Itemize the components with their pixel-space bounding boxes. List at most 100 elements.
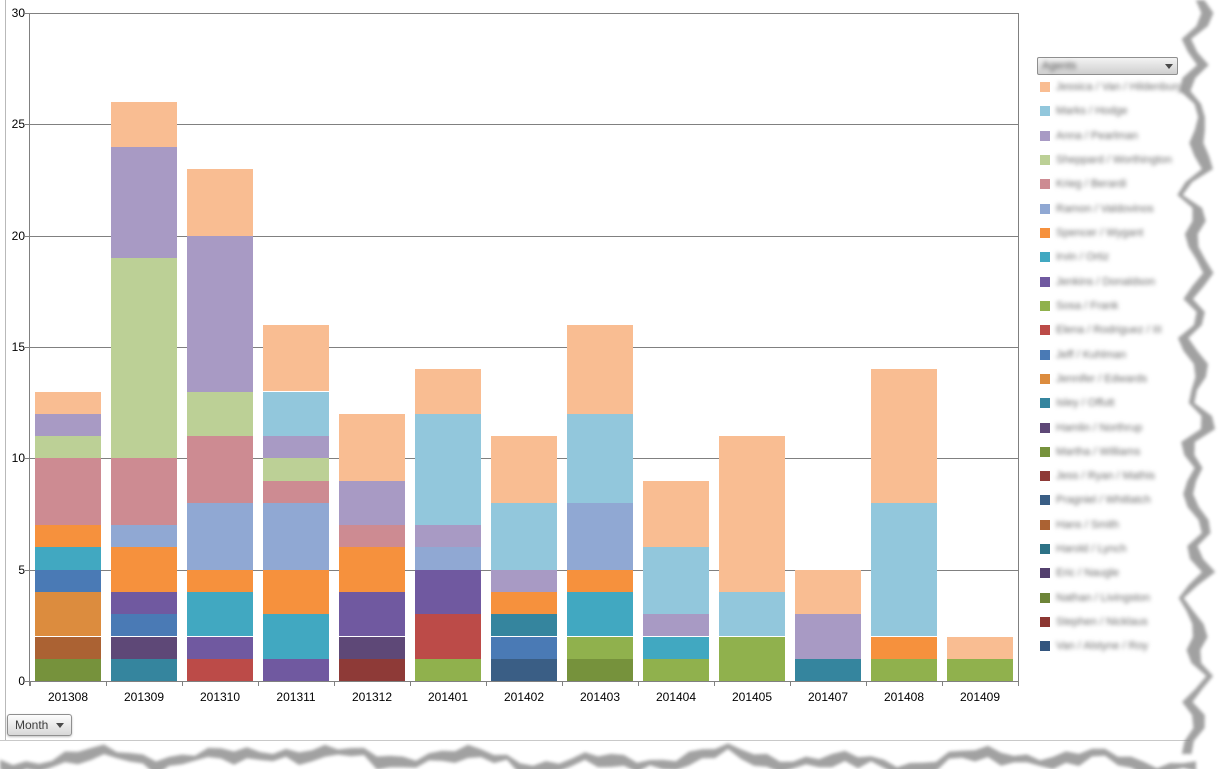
legend-item[interactable]: Anna / Pearlman [1040,130,1138,142]
bar-segment-green[interactable] [415,658,481,681]
legend-item[interactable]: Nathan / Livingston [1040,592,1150,604]
bar-segment-orange[interactable] [263,569,329,615]
bar-segment-salmon[interactable] [35,458,101,526]
bar-segment-dkorange[interactable] [35,591,101,637]
bar-segment-teal[interactable] [35,547,101,570]
bar-segment-red[interactable] [187,658,253,681]
legend-item[interactable]: Stephen / Nicklaus [1040,616,1148,628]
bar-segment-orange[interactable] [111,547,177,592]
bar-segment-ltcyan[interactable] [263,391,329,436]
bar-segment-lavender[interactable] [111,146,177,258]
bar-segment-dkblue[interactable] [491,658,557,681]
bar-segment-salmon[interactable] [111,458,177,526]
legend-item[interactable]: Sosa / Frank [1040,300,1118,312]
bar-segment-peach[interactable] [35,391,101,414]
bar-segment-lavender[interactable] [35,413,101,437]
bar-segment-peach[interactable] [339,413,405,481]
bar-segment-orange[interactable] [187,569,253,592]
month-dropdown-button[interactable]: Month [7,714,73,736]
bar-segment-lavender[interactable] [263,436,329,459]
legend-item[interactable]: Irvin / Ortiz [1040,251,1109,263]
legend-item[interactable]: Ramon / Valdovinos [1040,203,1154,215]
bar-segment-dkpurple[interactable] [111,636,177,659]
legend-item[interactable]: Elena / Rodriguez / III [1040,324,1162,336]
bar-segment-periwinkle[interactable] [111,525,177,548]
bar-segment-purple[interactable] [415,569,481,615]
bar-segment-ltcyan[interactable] [871,502,937,637]
legend-item[interactable]: Jennifer / Edwards [1040,373,1147,385]
bar-segment-olive[interactable] [567,658,633,681]
bar-segment-teal[interactable] [263,614,329,659]
bar-segment-green[interactable] [719,636,785,681]
legend-item[interactable]: Marks / Hodge [1040,105,1128,117]
bar-segment-dkred[interactable] [339,658,405,681]
bar-segment-orange[interactable] [35,525,101,548]
bar-segment-ltcyan[interactable] [491,502,557,570]
bar-segment-periwinkle[interactable] [263,502,329,570]
bar-segment-orange[interactable] [567,569,633,592]
bar-segment-salmon[interactable] [187,436,253,503]
bar-segment-red[interactable] [415,614,481,659]
bar-segment-green[interactable] [567,636,633,659]
bar-segment-ltcyan[interactable] [643,547,709,615]
bar-segment-green[interactable] [643,658,709,681]
legend-item[interactable]: Jess / Ryan / Mathis [1040,470,1155,482]
bar-segment-ltcyan[interactable] [567,413,633,503]
legend-item[interactable]: Spencer / Wygant [1040,227,1143,239]
legend-item[interactable]: Van / Alstyne / Roy [1040,640,1148,652]
bar-segment-lavender[interactable] [795,614,861,659]
legend-item[interactable]: Hans / Smith [1040,519,1119,531]
bar-segment-ltgreen[interactable] [111,257,177,459]
bar-segment-orange[interactable] [491,591,557,615]
bar-segment-ltgreen[interactable] [35,436,101,459]
bar-segment-peach[interactable] [567,324,633,414]
bar-segment-periwinkle[interactable] [567,502,633,570]
bar-segment-lavender[interactable] [491,569,557,592]
bar-segment-teal[interactable] [567,591,633,637]
bar-segment-blue[interactable] [35,569,101,592]
bar-segment-peach[interactable] [491,436,557,503]
bar-segment-teal[interactable] [643,636,709,659]
bar-segment-blue[interactable] [491,636,557,659]
bar-segment-green[interactable] [871,658,937,681]
legend-item[interactable]: Jeff / Kuhlman [1040,349,1126,361]
bar-segment-teal[interactable] [187,591,253,637]
bar-segment-olive[interactable] [35,658,101,681]
bar-segment-ltgreen[interactable] [187,391,253,436]
bar-segment-ltcyan[interactable] [719,591,785,637]
bar-segment-peach[interactable] [415,369,481,414]
legend-item[interactable]: Sheppard / Worthington [1040,154,1172,166]
bar-segment-lavender[interactable] [339,480,405,526]
legend-item[interactable]: Isley / Offutt [1040,397,1115,409]
legend-item[interactable]: Eric / Naugle [1040,567,1119,579]
bar-segment-peach[interactable] [643,480,709,548]
bar-segment-salmon[interactable] [339,525,405,548]
bar-segment-peach[interactable] [111,102,177,147]
legend-item[interactable]: Martha / Williams [1040,446,1140,458]
bar-segment-dkteal[interactable] [795,658,861,681]
bar-segment-ltgreen[interactable] [263,458,329,481]
bar-segment-green[interactable] [947,658,1013,681]
legend-item[interactable]: Jenkins / Donaldson [1040,276,1155,288]
bar-segment-peach[interactable] [719,436,785,592]
bar-segment-lavender[interactable] [415,525,481,548]
legend-item[interactable]: Krieg / Berardi [1040,178,1126,190]
bar-segment-orange[interactable] [339,547,405,592]
bar-segment-peach[interactable] [263,324,329,392]
bar-segment-peach[interactable] [871,369,937,503]
legend-item[interactable]: Hamlin / Northrup [1040,422,1142,434]
bar-segment-lavender[interactable] [643,614,709,637]
bar-segment-salmon[interactable] [263,480,329,503]
bar-segment-dkteal[interactable] [491,614,557,637]
bar-segment-dkteal[interactable] [111,658,177,681]
bar-segment-peach[interactable] [947,636,1013,659]
legend-item[interactable]: Harold / Lynch [1040,543,1127,555]
bar-segment-lavender[interactable] [187,235,253,392]
bar-segment-orange[interactable] [871,636,937,659]
bar-segment-purple[interactable] [263,658,329,681]
bar-segment-brown[interactable] [35,636,101,659]
bar-segment-periwinkle[interactable] [187,502,253,570]
bar-segment-purple[interactable] [339,591,405,637]
bar-segment-peach[interactable] [187,168,253,236]
legend-item[interactable]: Pragniel / Whitlatch [1040,494,1151,506]
